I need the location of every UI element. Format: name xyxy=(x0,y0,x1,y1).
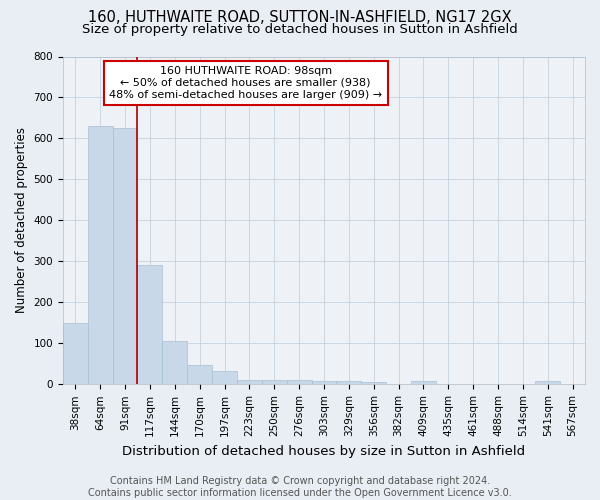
Bar xyxy=(237,380,262,384)
Bar xyxy=(113,128,137,384)
Bar xyxy=(137,266,163,384)
Bar xyxy=(88,126,113,384)
X-axis label: Distribution of detached houses by size in Sutton in Ashfield: Distribution of detached houses by size … xyxy=(122,444,526,458)
Bar xyxy=(337,381,361,384)
Bar xyxy=(163,342,187,384)
Text: 160, HUTHWAITE ROAD, SUTTON-IN-ASHFIELD, NG17 2GX: 160, HUTHWAITE ROAD, SUTTON-IN-ASHFIELD,… xyxy=(88,10,512,25)
Text: Contains HM Land Registry data © Crown copyright and database right 2024.
Contai: Contains HM Land Registry data © Crown c… xyxy=(88,476,512,498)
Bar xyxy=(212,371,237,384)
Y-axis label: Number of detached properties: Number of detached properties xyxy=(15,128,28,314)
Bar xyxy=(311,381,337,384)
Bar xyxy=(187,365,212,384)
Bar xyxy=(63,323,88,384)
Bar xyxy=(262,380,287,384)
Bar xyxy=(535,381,560,384)
Text: Size of property relative to detached houses in Sutton in Ashfield: Size of property relative to detached ho… xyxy=(82,22,518,36)
Bar xyxy=(287,380,311,384)
Bar xyxy=(411,382,436,384)
Text: 160 HUTHWAITE ROAD: 98sqm
← 50% of detached houses are smaller (938)
48% of semi: 160 HUTHWAITE ROAD: 98sqm ← 50% of detac… xyxy=(109,66,382,100)
Bar xyxy=(361,382,386,384)
